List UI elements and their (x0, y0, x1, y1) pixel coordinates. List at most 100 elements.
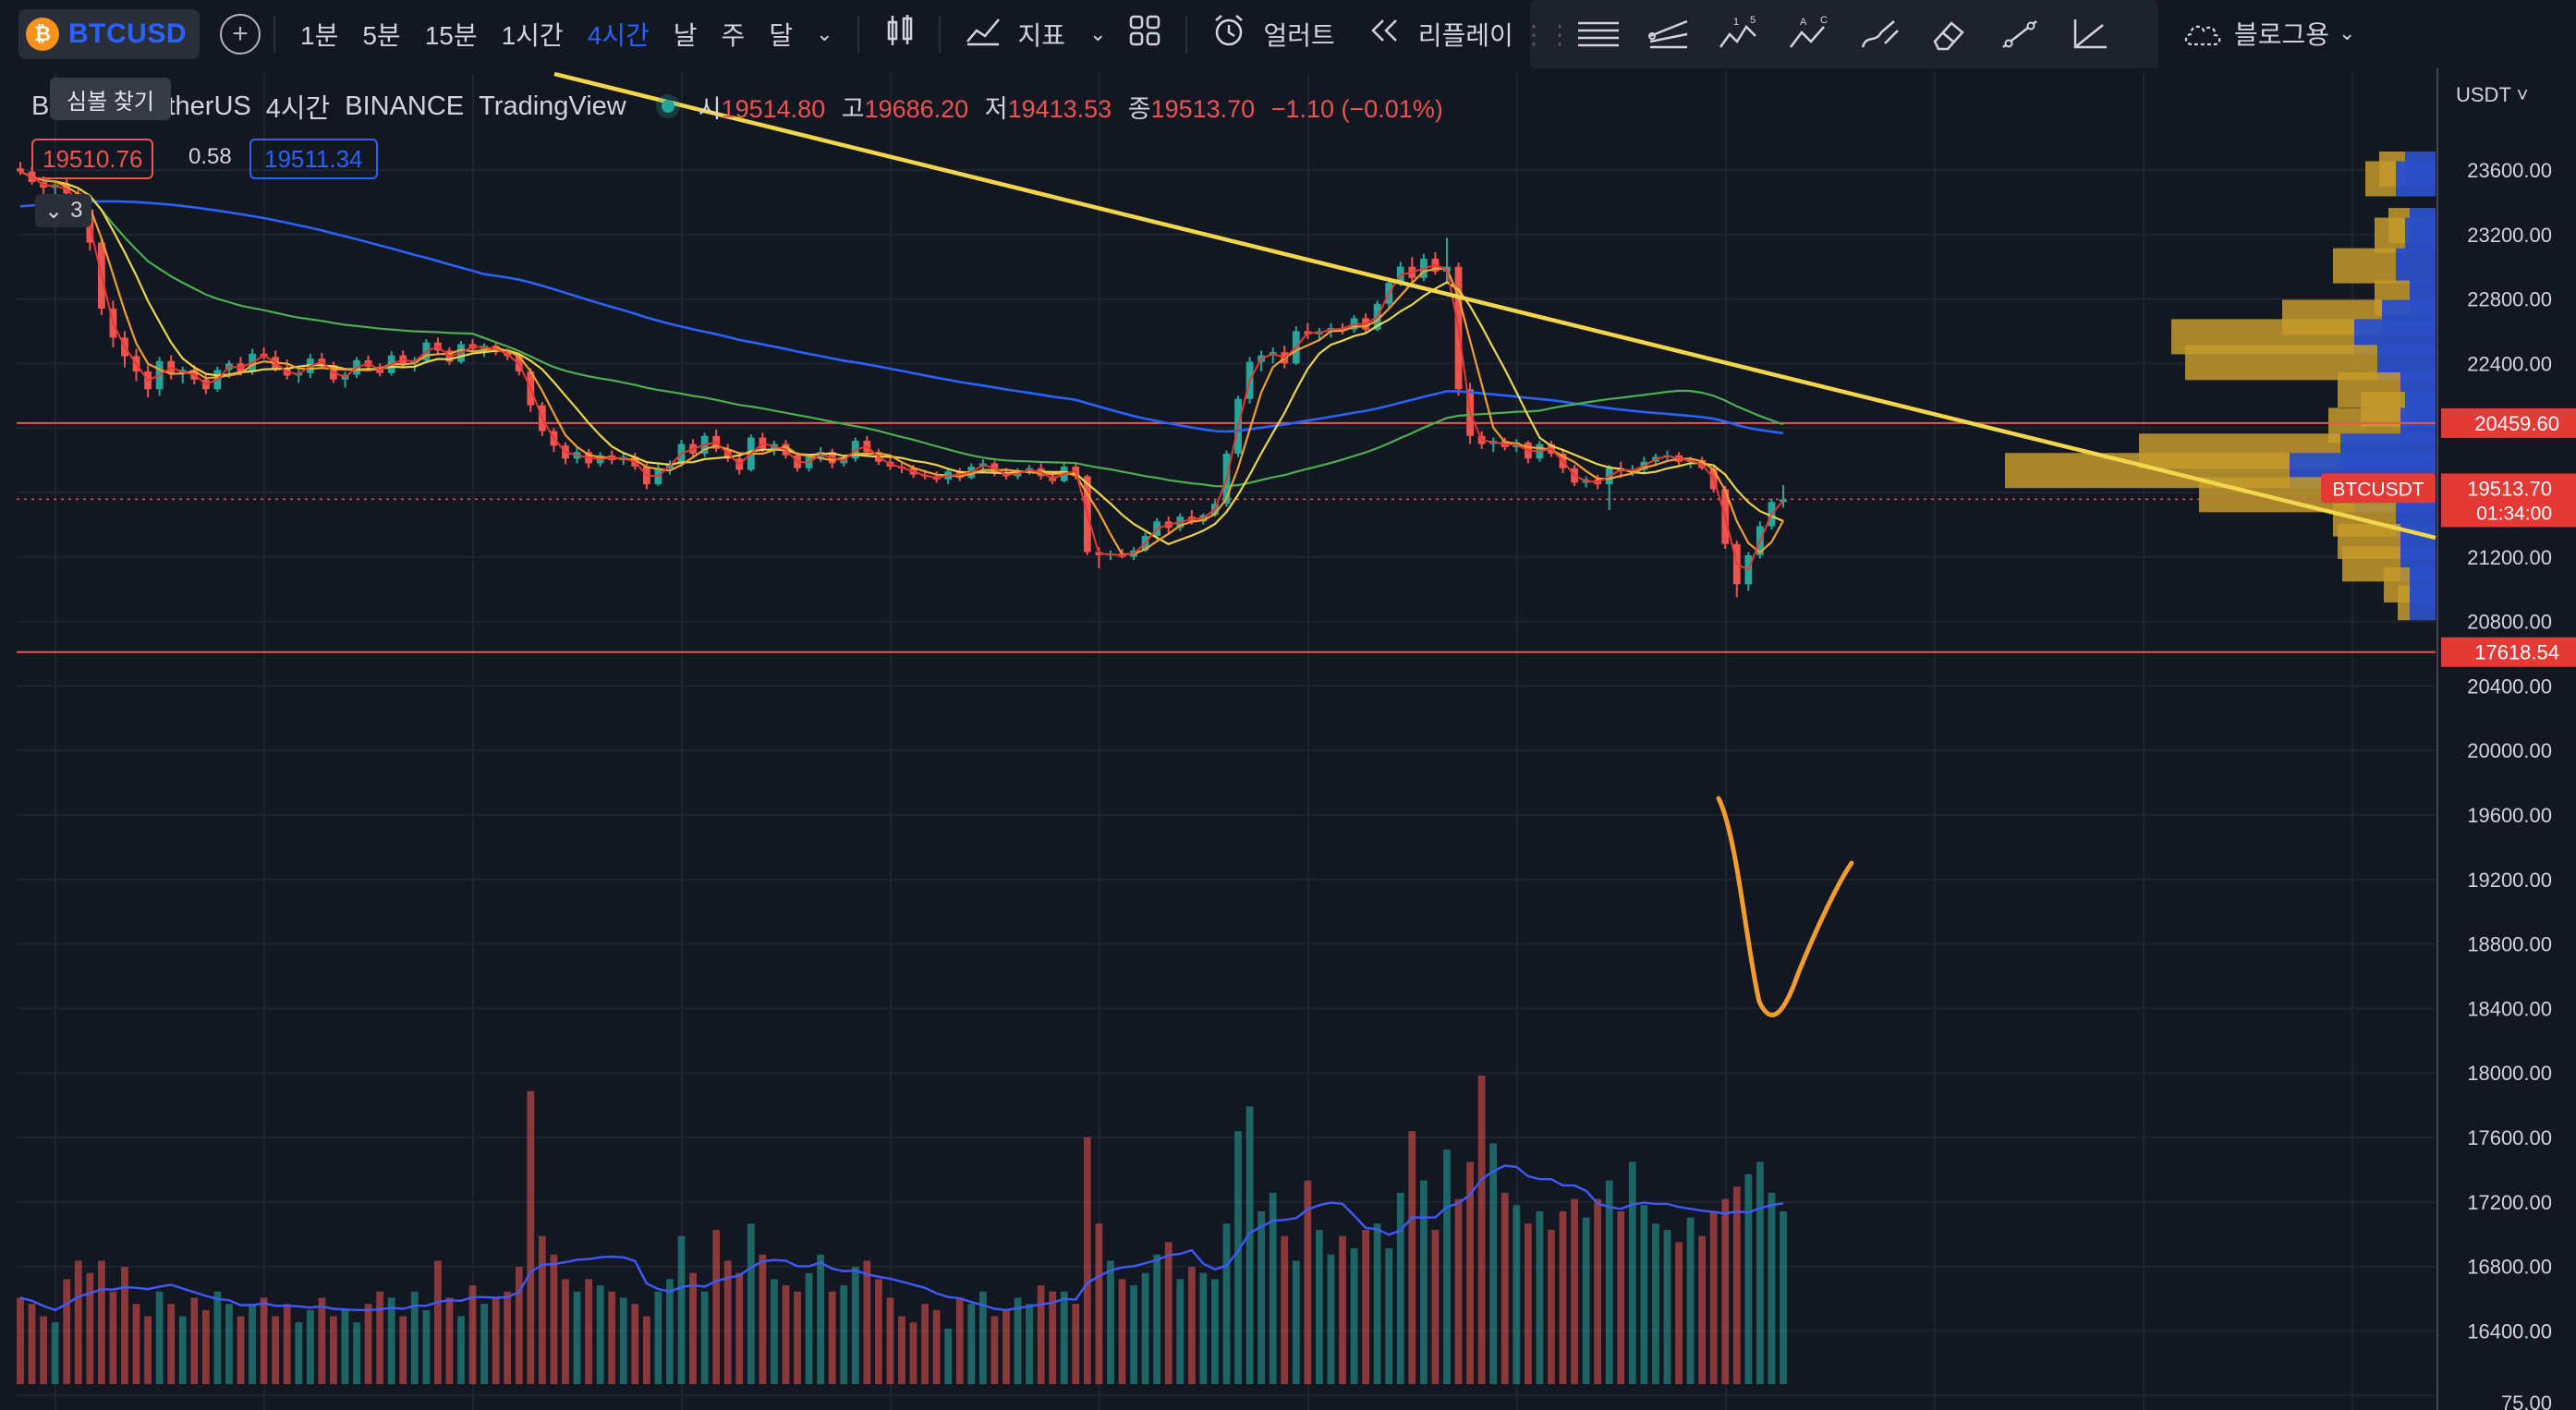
price-tick-label: 22800.00 (2467, 288, 2552, 311)
volume-bar (1187, 1267, 1196, 1384)
svg-text:C: C (1820, 16, 1828, 26)
replay-icon[interactable] (1368, 17, 1402, 52)
svg-text:A: A (1800, 17, 1807, 28)
volume-bar (642, 1316, 650, 1384)
volume-bar (1709, 1210, 1718, 1384)
volume-bar (249, 1304, 256, 1384)
volume-bar (272, 1316, 280, 1384)
volume-bar (468, 1285, 477, 1384)
volume-bar (376, 1291, 384, 1384)
volume-bar (967, 1304, 976, 1384)
replay-label[interactable]: 리플레이 (1417, 21, 1513, 50)
level-badge-lower-bg (2441, 637, 2576, 667)
volume-bar (1002, 1309, 1010, 1384)
volume-bar (1582, 1217, 1590, 1384)
volume-bar (1698, 1235, 1707, 1384)
chevron-down-icon[interactable]: ⌄ (816, 22, 833, 45)
volume-bar (828, 1291, 836, 1384)
volume-bar (1513, 1205, 1521, 1384)
volume-bar (109, 1291, 117, 1384)
volume-bar (1443, 1149, 1451, 1384)
volume-profile-bar-down (2365, 161, 2396, 197)
eraser-icon[interactable] (1926, 10, 1974, 58)
ohlc-values: 시19514.80 고19686.20 저19413.53 종19513.70 … (698, 94, 1443, 123)
symbol-search-tooltip: 심볼 찾기 (50, 78, 171, 120)
level-badge-lower: 17618.54 (2474, 641, 2559, 664)
spread-value: 0.58 (188, 144, 232, 169)
volume-bar (1269, 1192, 1277, 1384)
interval-1h[interactable]: 1시간 (501, 21, 564, 50)
volume-bar (190, 1297, 199, 1384)
volume-bar (631, 1304, 639, 1384)
interval-4h[interactable]: 4시간 (587, 21, 650, 50)
volume-bar (1524, 1223, 1532, 1384)
interval-day[interactable]: 날 (673, 21, 698, 50)
volume-bar (97, 1260, 105, 1384)
layout-grid-icon[interactable] (1128, 14, 1161, 55)
volume-bar (1060, 1291, 1068, 1384)
candle-style-icon[interactable] (883, 13, 915, 55)
volume-bar (1304, 1180, 1312, 1384)
volume-bar (1130, 1285, 1137, 1384)
volume-bar (121, 1267, 128, 1384)
volume-bar (538, 1235, 546, 1384)
volume-bar (723, 1260, 732, 1384)
volume-bar (1652, 1223, 1659, 1384)
volume-bar (504, 1291, 512, 1384)
price-chart[interactable]: USDT ˅23600.0023200.0022800.0022400.0022… (0, 68, 2576, 1410)
volume-bar (759, 1254, 767, 1384)
interval-5m[interactable]: 5분 (362, 21, 401, 50)
volume-bar (840, 1285, 848, 1384)
volume-bar (1756, 1161, 1764, 1384)
cloud-layout-menu[interactable]: 블로그용 ⌄ (2181, 15, 2355, 52)
interval-week[interactable]: 주 (721, 21, 746, 50)
parallel-channel-icon[interactable] (1645, 10, 1693, 58)
horizontal-lines-icon[interactable] (1574, 10, 1622, 58)
drag-handle-icon[interactable]: ⋮⋮ (1521, 19, 1573, 49)
volume-bar (1107, 1260, 1114, 1384)
volume-bar (40, 1316, 47, 1384)
chevron-down-icon[interactable]: ⌄ (1089, 22, 1107, 45)
volume-bar (1281, 1235, 1289, 1384)
volume-bar (1640, 1205, 1648, 1384)
angle-tool-icon[interactable] (2066, 10, 2114, 58)
volume-bar (1164, 1242, 1173, 1384)
candle-body (17, 168, 24, 172)
volume-bar (596, 1285, 604, 1384)
indicators-label[interactable]: 지표 (1017, 21, 1066, 50)
symbol-search-button[interactable]: ₿ BTCUSD (18, 9, 200, 59)
volume-bar (1234, 1131, 1242, 1384)
volume-bar (434, 1260, 442, 1384)
volume-bar (17, 1297, 24, 1384)
sell-price-button[interactable]: 19510.76 (31, 139, 154, 179)
alert-label[interactable]: 얼러트 (1263, 21, 1335, 50)
volume-bar (283, 1304, 291, 1384)
volume-bar (1316, 1230, 1323, 1384)
volume-bar (1396, 1192, 1404, 1384)
buy-price-button[interactable]: 19511.34 (249, 139, 378, 179)
volume-bar (700, 1291, 709, 1384)
price-tick-label: 16800.00 (2467, 1256, 2552, 1279)
indicators-collapse-button[interactable]: ⌄ 3 (35, 194, 92, 227)
interval-month[interactable]: 달 (769, 21, 794, 50)
volume-profile-bar-up (2410, 585, 2436, 621)
interval-1m[interactable]: 1분 (300, 21, 339, 50)
trend-line-drawing (553, 71, 2436, 541)
volume-bar (201, 1309, 210, 1384)
volume-bar (1431, 1230, 1440, 1384)
brush-icon[interactable] (1855, 10, 1903, 58)
trend-line-icon[interactable] (1996, 10, 2044, 58)
interval-15m[interactable]: 15분 (424, 21, 478, 50)
volume-bar (132, 1304, 140, 1384)
indicators-icon[interactable] (965, 14, 1002, 55)
volume-bar (1548, 1230, 1555, 1384)
volume-profile-bar-up (2396, 248, 2436, 284)
volume-bar (1118, 1279, 1126, 1384)
alarm-clock-icon[interactable] (1211, 13, 1246, 55)
volume-bar (817, 1254, 825, 1384)
compare-add-icon[interactable]: + (220, 14, 261, 55)
volume-bar (1780, 1210, 1787, 1384)
